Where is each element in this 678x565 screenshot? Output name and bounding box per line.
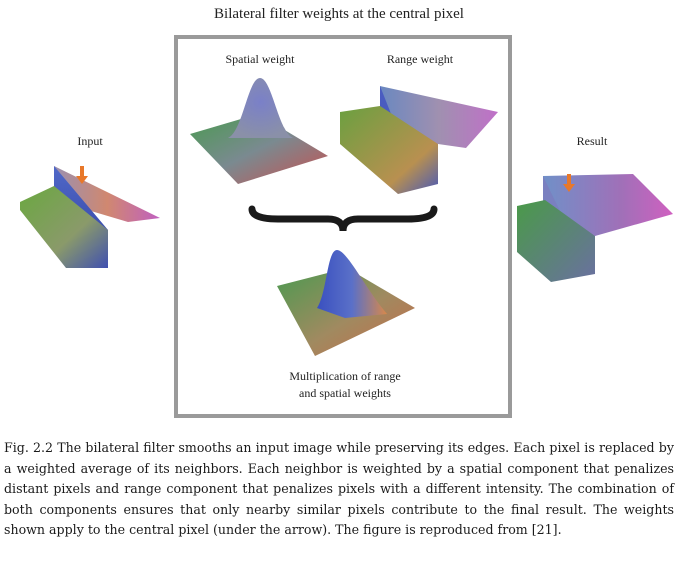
figure-caption: Fig. 2.2 The bilateral filter smooths an… — [4, 440, 674, 537]
range-weight-label: Range weight — [386, 52, 454, 66]
curly-brace-icon — [248, 205, 438, 232]
result-surface-icon — [517, 174, 673, 282]
range-weight-surface-icon — [340, 86, 498, 194]
product-label: Multiplication of range and spatial weig… — [289, 369, 401, 400]
figure-title: Bilateral filter weights at the central … — [214, 6, 464, 22]
result-label: Result — [576, 134, 608, 148]
input-surface-icon — [20, 166, 160, 268]
arrow-down-icon — [563, 174, 575, 192]
product-weight-surface-icon — [277, 250, 415, 356]
arrow-down-icon — [76, 166, 88, 184]
input-label: Input — [77, 134, 103, 148]
spatial-weight-label: Spatial weight — [225, 52, 295, 66]
spatial-weight-surface-icon — [190, 78, 328, 184]
